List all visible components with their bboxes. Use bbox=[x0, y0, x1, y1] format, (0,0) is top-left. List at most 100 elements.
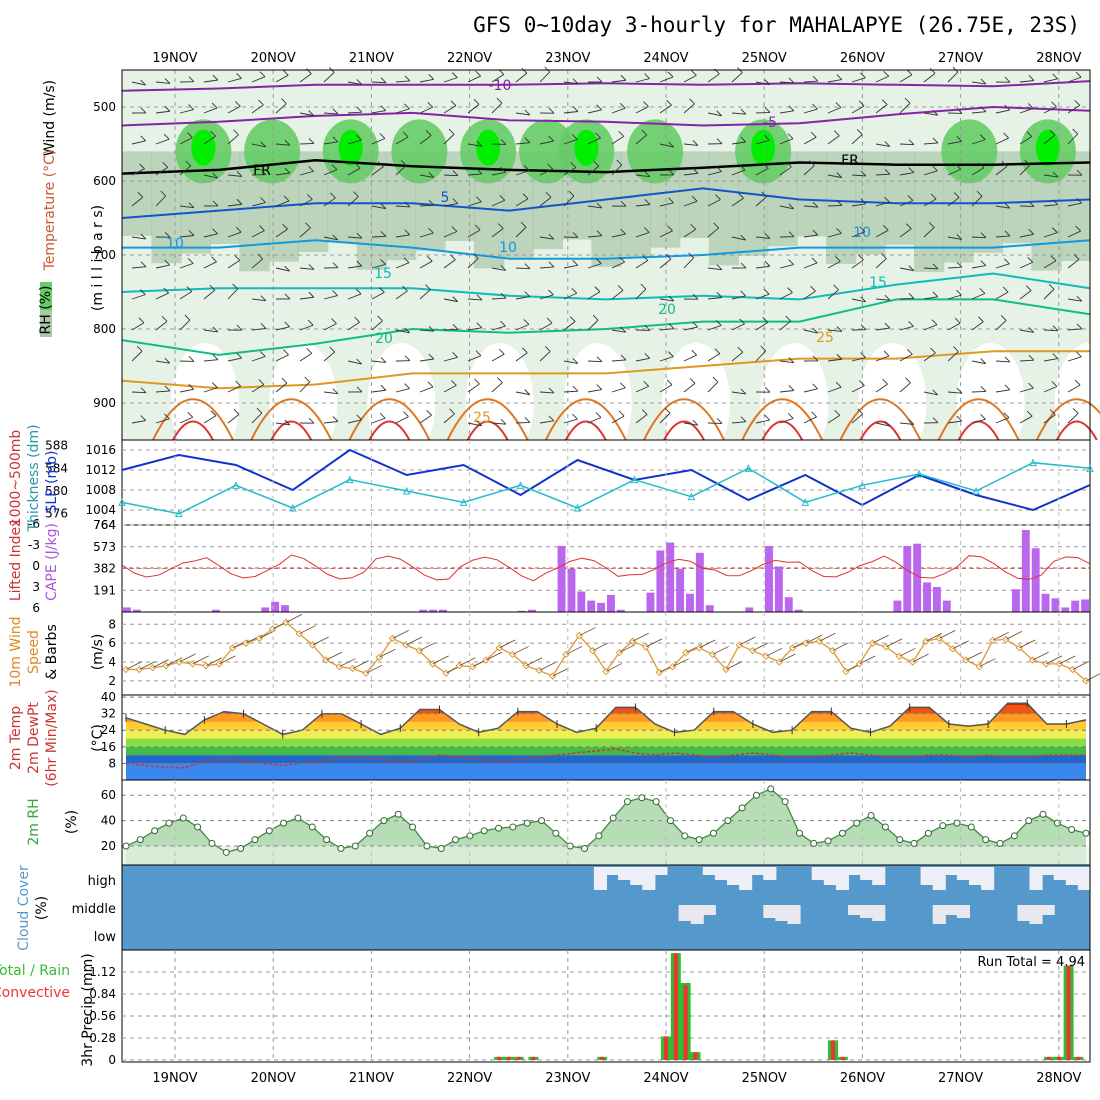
rh-point bbox=[380, 817, 388, 825]
wind-speed-point bbox=[1015, 644, 1024, 652]
wind-barb-flag bbox=[427, 101, 434, 108]
wind-barb bbox=[699, 639, 716, 649]
wind-barb bbox=[323, 141, 338, 145]
wind-barb-flag bbox=[500, 320, 506, 327]
wind-speed-point bbox=[922, 637, 930, 645]
wind-speed-point bbox=[535, 666, 544, 675]
wind-barb bbox=[227, 413, 240, 424]
wind-barb-flag bbox=[425, 130, 432, 136]
wind-speed-point bbox=[735, 641, 744, 649]
wind-barb bbox=[1067, 104, 1080, 114]
wind-speed-point bbox=[682, 648, 690, 657]
wind-barb bbox=[299, 267, 314, 270]
wind-barb-flag bbox=[233, 129, 239, 136]
li-label: Lifted Index bbox=[8, 519, 24, 601]
wind-barb-flag bbox=[258, 379, 265, 385]
wind-barb bbox=[923, 142, 938, 145]
wind-barb bbox=[827, 79, 842, 83]
wind-barb bbox=[347, 293, 362, 300]
wind-barb-flag bbox=[761, 191, 767, 198]
wind-barb-flag bbox=[1028, 382, 1034, 389]
wind-barb bbox=[1059, 655, 1076, 665]
isotherm-30-arch bbox=[839, 398, 922, 441]
wind-barb bbox=[803, 205, 818, 208]
wind-barb-flag bbox=[788, 357, 795, 363]
wind-barb bbox=[491, 199, 505, 207]
wind-speed-point bbox=[175, 658, 184, 666]
wind-barb-flag bbox=[404, 355, 411, 362]
wind-barb bbox=[203, 329, 218, 333]
wind-barb bbox=[251, 258, 263, 269]
pressure-tick-label: 600 bbox=[93, 174, 116, 188]
wind-barb-flag bbox=[785, 315, 792, 322]
wind-barb-flag bbox=[451, 72, 458, 78]
wind-barb bbox=[779, 205, 794, 210]
wind-barb-flag bbox=[308, 110, 315, 116]
wind-barb-flag bbox=[356, 79, 363, 85]
cloud-gap-high bbox=[606, 867, 620, 875]
temp-tick-label: 32 bbox=[101, 707, 116, 721]
wind-barb-flag bbox=[882, 224, 889, 231]
rh-very-high-blob bbox=[476, 129, 501, 166]
cloud-gap-high bbox=[848, 867, 862, 875]
wind-speed-point bbox=[215, 660, 224, 668]
rh-very-high-blob bbox=[751, 129, 776, 166]
wind-barb bbox=[1067, 230, 1081, 238]
wind-barb-flag bbox=[520, 221, 527, 228]
wind-barb bbox=[755, 265, 770, 269]
wind-barb bbox=[155, 81, 170, 84]
wind-barb bbox=[875, 258, 887, 269]
wind-barb-flag bbox=[260, 197, 266, 203]
rh-shade-band bbox=[151, 151, 182, 264]
wind-barb-flag bbox=[1051, 381, 1058, 387]
wind-barb bbox=[491, 102, 503, 114]
wind-barb-flag bbox=[236, 73, 242, 79]
wind-barb bbox=[1085, 673, 1100, 682]
wind-barb-flag bbox=[356, 106, 363, 113]
wind-barb bbox=[491, 422, 506, 425]
wind-barb bbox=[971, 293, 986, 300]
thickness-point bbox=[915, 469, 923, 478]
wind-barb bbox=[1019, 329, 1034, 333]
wind-barb bbox=[635, 134, 647, 145]
wind-barb-flag bbox=[692, 140, 699, 146]
wind-barb-flag bbox=[978, 162, 985, 169]
wind-barb-flag bbox=[497, 223, 504, 229]
wind-barb-flag bbox=[188, 202, 195, 208]
cape-bar bbox=[666, 542, 675, 612]
isotherm-line bbox=[121, 80, 1091, 92]
rh-point bbox=[165, 819, 173, 827]
wind-barb-flag bbox=[835, 102, 842, 108]
cloud-gap-middle bbox=[1017, 905, 1031, 921]
rh-legend-swatch-high bbox=[40, 282, 52, 310]
rh-point bbox=[280, 819, 288, 827]
isotherm-30-arch bbox=[152, 398, 234, 441]
wind-barb bbox=[632, 632, 649, 642]
rh-high-blob bbox=[391, 119, 448, 184]
wind-barb bbox=[443, 259, 456, 269]
wind-barb bbox=[1043, 232, 1058, 238]
wind-barb-flag bbox=[596, 76, 603, 83]
bottom-date-label: 28NOV bbox=[1036, 1071, 1081, 1086]
cloud-level-label: low bbox=[94, 930, 117, 945]
wind-barb bbox=[635, 385, 649, 393]
cape-bar bbox=[932, 586, 941, 612]
rh-point bbox=[967, 823, 975, 831]
wind-barb bbox=[587, 109, 602, 114]
wind-barb bbox=[152, 659, 169, 669]
rh-point bbox=[1082, 829, 1090, 837]
wind-barb-flag bbox=[860, 198, 867, 205]
wind-barb bbox=[395, 80, 410, 83]
wind-barb bbox=[347, 321, 360, 331]
wind-barb bbox=[1043, 204, 1058, 207]
wind-barb bbox=[851, 174, 866, 177]
wind-barb bbox=[755, 167, 769, 176]
wind-barb bbox=[1019, 164, 1031, 176]
rh-point bbox=[351, 842, 359, 850]
wind-barb bbox=[155, 264, 170, 269]
wind-barb bbox=[251, 298, 266, 302]
wind-barb bbox=[467, 103, 480, 114]
wind-barb-flag bbox=[284, 167, 291, 174]
wind-barb-flag bbox=[380, 203, 387, 209]
wind-barb bbox=[779, 417, 794, 424]
